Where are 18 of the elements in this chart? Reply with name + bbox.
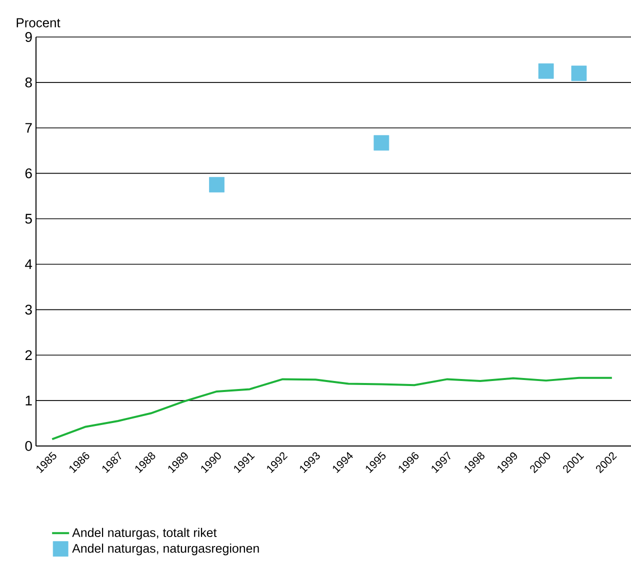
- y-tick-label: 5: [25, 214, 32, 224]
- y-tick-label: 0: [25, 441, 32, 451]
- y-tick-label: 9: [25, 32, 32, 42]
- y-tick-label: 2: [25, 350, 32, 360]
- y-tick-label: 4: [25, 259, 32, 270]
- y-tick-label: 3: [25, 304, 32, 315]
- legend-label: Andel naturgas, naturgasregionen: [72, 544, 259, 556]
- point: [209, 176, 224, 192]
- y-tick-label: 6: [25, 168, 32, 178]
- point: [538, 63, 554, 79]
- y-tick-label: 7: [25, 123, 32, 133]
- point: [571, 66, 587, 82]
- y-axis-title: Procent: [16, 18, 60, 28]
- legend-label: Andel naturgas, totalt riket: [72, 528, 217, 540]
- y-tick-label: 8: [25, 77, 32, 88]
- y-tick-label: 1: [26, 396, 32, 406]
- point: [374, 135, 390, 151]
- line-series: [51, 376, 613, 440]
